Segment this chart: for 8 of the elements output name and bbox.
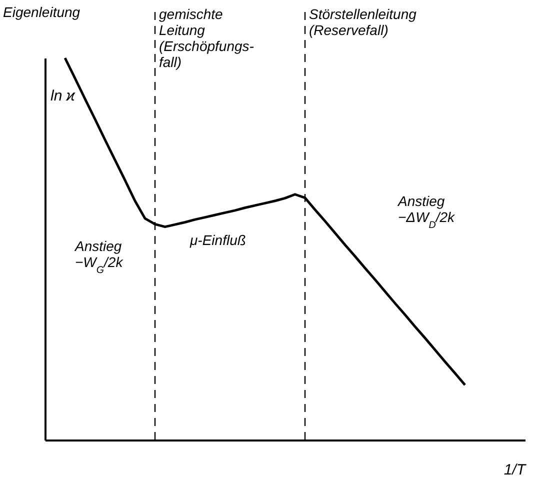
- x-axis-title: 1/T: [504, 462, 528, 478]
- annotation: Anstieg −ΔW$_{D}$/2k: [397, 193, 456, 230]
- text: Störstellenleitung (Reservefall): [309, 6, 417, 38]
- annotation: Anstieg −W$_{G}$/2k: [74, 238, 124, 276]
- text: Eigenleitung: [3, 4, 80, 20]
- annotation: gemischte Leitung (Erschöpfungs- fall): [159, 6, 254, 70]
- y-axis-title: ln ϰ: [50, 88, 76, 104]
- annotation: μ-Einfluß: [189, 232, 246, 248]
